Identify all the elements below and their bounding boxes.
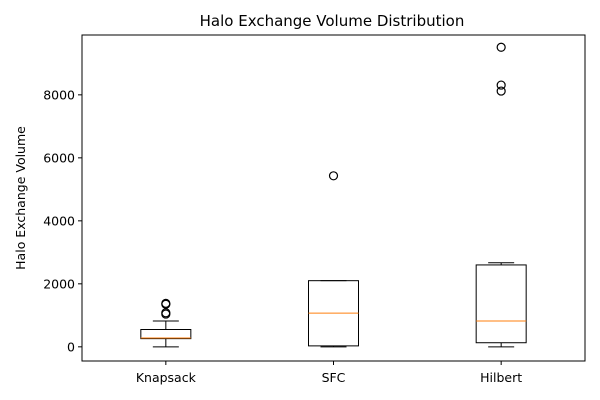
box-group <box>140 298 192 348</box>
plot-frame <box>81 34 586 362</box>
y-axis-label: Halo Exchange Volume <box>13 126 28 270</box>
outlier-point <box>496 86 506 96</box>
x-tick-label: Knapsack <box>136 370 197 385</box>
y-axis: 0 2000 4000 6000 8000 <box>43 87 82 354</box>
y-tick-label: 8000 <box>43 87 75 102</box>
chart-title: Halo Exchange Volume Distribution <box>200 12 465 30</box>
y-tick-label: 6000 <box>43 150 75 165</box>
box-group <box>308 171 359 348</box>
y-tick-label: 2000 <box>43 276 75 291</box>
y-tick-label: 4000 <box>43 213 75 228</box>
outlier-point <box>496 80 506 90</box>
outlier-point <box>161 298 171 308</box>
y-tick-label: 0 <box>67 339 75 354</box>
box-iqr <box>140 329 192 340</box>
boxes-layer <box>140 42 527 348</box>
box-iqr <box>475 264 527 344</box>
x-axis: Knapsack SFC Hilbert <box>136 361 522 385</box>
outlier-point <box>328 171 339 181</box>
outlier-point <box>496 42 506 52</box>
box-group <box>475 42 527 348</box>
x-tick-label: Hilbert <box>480 370 522 385</box>
x-tick-label: SFC <box>322 370 346 385</box>
